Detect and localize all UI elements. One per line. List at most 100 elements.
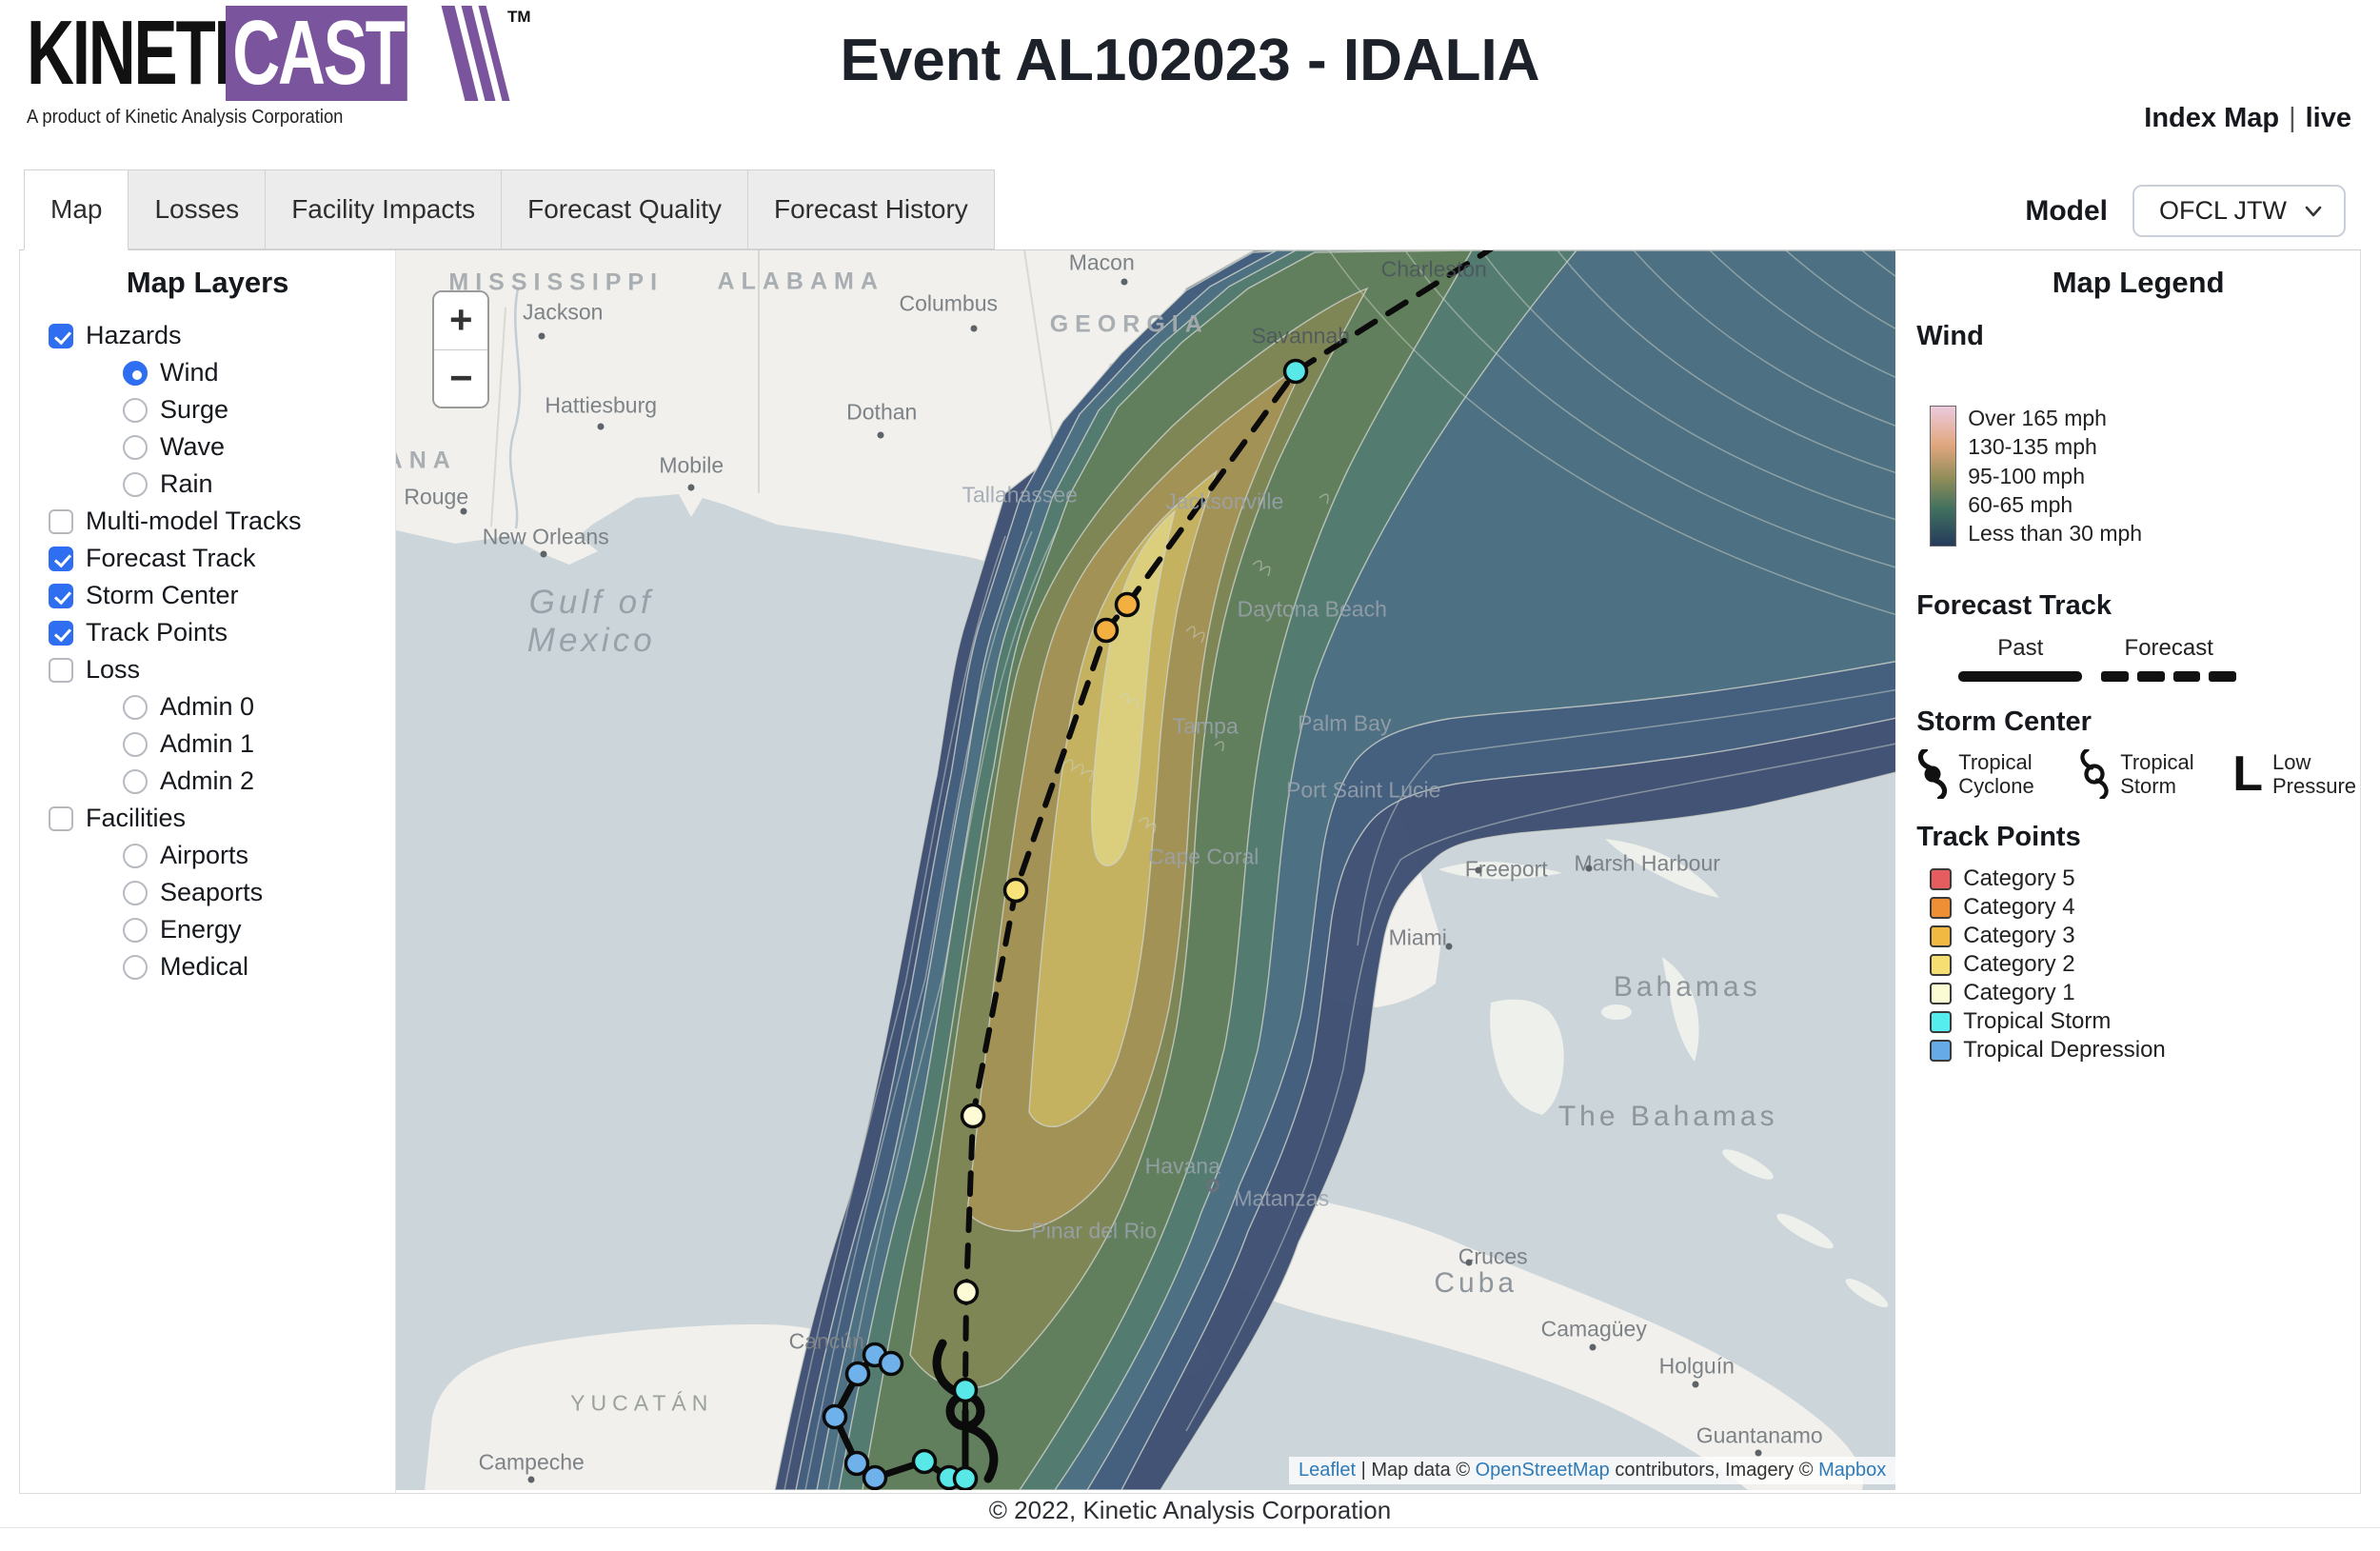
layer-item-energy[interactable]: Energy bbox=[20, 911, 395, 948]
layer-label: Admin 1 bbox=[160, 729, 255, 758]
forecast-track-line-sample bbox=[2101, 671, 2237, 682]
tab-facility-impacts[interactable]: Facility Impacts bbox=[266, 169, 503, 249]
low-pressure-icon: L bbox=[2232, 746, 2263, 802]
checkbox-unchecked[interactable] bbox=[49, 805, 73, 831]
track-point-td[interactable] bbox=[862, 1464, 888, 1490]
attribution-text: | Map data © bbox=[1356, 1460, 1476, 1481]
page-title: Event AL102023 - IDALIA bbox=[840, 28, 1540, 93]
logo-text-kineti: KINETI bbox=[27, 2, 232, 104]
layer-item-admin-0[interactable]: Admin 0 bbox=[20, 688, 395, 726]
radio-unchecked[interactable] bbox=[123, 731, 148, 757]
layer-item-multi-model-tracks[interactable]: Multi-model Tracks bbox=[20, 503, 395, 540]
color-swatch bbox=[1930, 1010, 1953, 1033]
tab-map[interactable]: Map bbox=[24, 169, 129, 250]
zoom-out-button[interactable]: − bbox=[434, 349, 488, 407]
layer-label: Energy bbox=[160, 915, 242, 944]
layer-item-storm-center[interactable]: Storm Center bbox=[20, 577, 395, 614]
map-legend-title: Map Legend bbox=[2052, 266, 2225, 299]
track-point-ts[interactable] bbox=[952, 1377, 979, 1403]
layer-item-airports[interactable]: Airports bbox=[20, 837, 395, 874]
tropical-cyclone-label: Tropical Cyclone bbox=[1958, 750, 2034, 798]
layer-item-surge[interactable]: Surge bbox=[20, 391, 395, 428]
radio-unchecked[interactable] bbox=[123, 694, 148, 720]
kineticast-logo: KINETI CAST TM A product of Kinetic Anal… bbox=[27, 6, 531, 129]
checkbox-checked[interactable] bbox=[49, 620, 73, 646]
radio-unchecked[interactable] bbox=[123, 843, 148, 868]
radio-checked[interactable] bbox=[123, 360, 148, 386]
track-point-cat2[interactable] bbox=[1002, 877, 1029, 904]
track-point-label: Tropical Storm bbox=[1963, 1008, 2112, 1034]
header-links: Index Map | live bbox=[2144, 103, 2351, 134]
tropical-cyclone-legend-item: Tropical Cyclone bbox=[1916, 749, 2046, 799]
layer-item-wind[interactable]: Wind bbox=[20, 354, 395, 391]
layer-item-hazards[interactable]: Hazards bbox=[20, 317, 395, 354]
logo-trademark: TM bbox=[507, 8, 531, 26]
track-point-td[interactable] bbox=[878, 1350, 904, 1377]
openstreetmap-link[interactable]: OpenStreetMap bbox=[1475, 1460, 1610, 1481]
radio-unchecked[interactable] bbox=[123, 397, 148, 423]
track-point-td[interactable] bbox=[843, 1450, 870, 1477]
leaflet-link[interactable]: Leaflet bbox=[1299, 1460, 1357, 1481]
tropical-storm-label: Tropical Storm bbox=[2120, 750, 2194, 798]
track-point-td[interactable] bbox=[844, 1361, 871, 1387]
zoom-in-button[interactable]: + bbox=[434, 292, 488, 349]
legend-wind-title: Wind bbox=[1916, 321, 1984, 351]
radio-unchecked[interactable] bbox=[123, 434, 148, 460]
radio-unchecked[interactable] bbox=[123, 954, 148, 980]
past-track-label: Past bbox=[1997, 635, 2044, 661]
legend-track-points-title: Track Points bbox=[1916, 822, 2081, 852]
checkbox-checked[interactable] bbox=[49, 323, 73, 348]
track-point-cat3[interactable] bbox=[1114, 591, 1140, 618]
layer-item-medical[interactable]: Medical bbox=[20, 948, 395, 985]
layer-item-facilities[interactable]: Facilities bbox=[20, 800, 395, 837]
track-point-cat1[interactable] bbox=[960, 1103, 986, 1129]
layer-item-rain[interactable]: Rain bbox=[20, 466, 395, 503]
checkbox-unchecked[interactable] bbox=[49, 508, 73, 534]
live-link[interactable]: live bbox=[2305, 103, 2351, 133]
layer-item-admin-1[interactable]: Admin 1 bbox=[20, 726, 395, 763]
layer-label: Seaports bbox=[160, 878, 264, 906]
radio-unchecked[interactable] bbox=[123, 917, 148, 943]
color-swatch bbox=[1930, 1039, 1953, 1062]
track-point-cat3[interactable] bbox=[1093, 617, 1120, 644]
tab-forecast-history[interactable]: Forecast History bbox=[747, 169, 995, 249]
layer-item-loss[interactable]: Loss bbox=[20, 651, 395, 688]
radio-unchecked[interactable] bbox=[123, 768, 148, 794]
layer-label: Admin 0 bbox=[160, 692, 255, 721]
track-point-ts[interactable] bbox=[911, 1448, 938, 1475]
layer-item-seaports[interactable]: Seaports bbox=[20, 874, 395, 911]
checkbox-checked[interactable] bbox=[49, 583, 73, 608]
track-point-td[interactable] bbox=[822, 1403, 848, 1430]
track-point-ts[interactable] bbox=[1282, 358, 1309, 385]
legend-wind-section: Wind Over 165 mph 130-135 mph 95-100 mph 60… bbox=[1916, 321, 2360, 547]
radio-unchecked[interactable] bbox=[123, 880, 148, 905]
map-legend-panel: Map Legend Wind Over 165 mph 130-135 mph 9… bbox=[1895, 250, 2360, 1493]
layer-item-track-points[interactable]: Track Points bbox=[20, 614, 395, 651]
wind-scale-label: Over 165 mph bbox=[1968, 406, 2107, 430]
checkbox-unchecked[interactable] bbox=[49, 657, 73, 683]
track-point-label: Category 4 bbox=[1963, 894, 2075, 920]
track-point-legend-tropical-storm: Tropical Storm bbox=[1930, 1007, 2360, 1036]
tab-losses[interactable]: Losses bbox=[129, 169, 267, 249]
past-track-line-sample bbox=[1958, 671, 2083, 682]
checkbox-checked[interactable] bbox=[49, 546, 73, 571]
map-zoom-control: + − bbox=[432, 290, 490, 408]
track-point-legend-category-5: Category 5 bbox=[1930, 865, 2360, 893]
track-point-label: Tropical Depression bbox=[1963, 1037, 2166, 1063]
attribution-text-2: contributors, Imagery © bbox=[1609, 1460, 1819, 1481]
mapbox-link[interactable]: Mapbox bbox=[1818, 1460, 1887, 1481]
track-point-cat1[interactable] bbox=[953, 1279, 980, 1305]
track-points-legend-rows: Category 5 Category 4 Category 3 Category 2… bbox=[1916, 865, 2360, 1064]
low-pressure-legend-item: L Low Pressure bbox=[2232, 746, 2360, 802]
map-canvas[interactable]: MISSISSIPPIALABAMAGEORGIAANAJacksonColum… bbox=[396, 250, 1896, 1490]
model-select-dropdown[interactable]: OFCL JTW bbox=[2132, 185, 2346, 237]
tab-forecast-quality[interactable]: Forecast Quality bbox=[502, 169, 748, 249]
layer-item-admin-2[interactable]: Admin 2 bbox=[20, 763, 395, 800]
radio-unchecked[interactable] bbox=[123, 471, 148, 497]
track-point-ts[interactable] bbox=[952, 1465, 979, 1490]
index-map-link[interactable]: Index Map bbox=[2144, 103, 2280, 133]
model-value: OFCL JTW bbox=[2159, 196, 2287, 225]
layer-item-forecast-track[interactable]: Forecast Track bbox=[20, 540, 395, 577]
layer-item-wave[interactable]: Wave bbox=[20, 428, 395, 466]
